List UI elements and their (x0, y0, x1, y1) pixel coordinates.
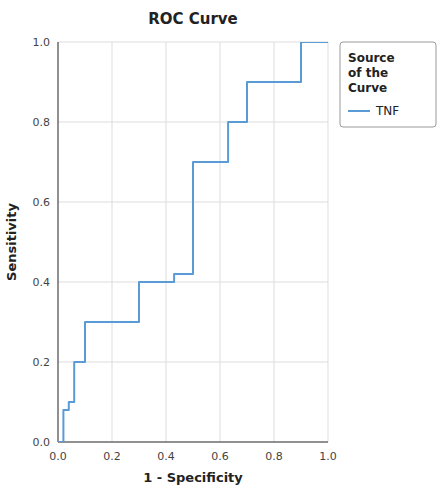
x-axis-line (58, 442, 328, 443)
y-tick-label: 0.8 (33, 116, 51, 129)
x-axis-label: 1 - Specificity (143, 470, 243, 485)
y-axis-label: Sensitivity (4, 203, 19, 281)
y-tick-label: 0.6 (33, 196, 51, 209)
x-tick-label: 0.0 (49, 450, 67, 463)
x-grid-line (166, 42, 167, 442)
roc-line (58, 42, 328, 442)
x-tick-label: 0.8 (265, 450, 283, 463)
legend-box (340, 42, 436, 127)
y-grid-line (58, 42, 328, 43)
y-grid-line (58, 362, 328, 363)
y-tick-label: 0.4 (33, 276, 51, 289)
y-grid-line (58, 282, 328, 283)
x-grid-line (220, 42, 221, 442)
grid (58, 42, 328, 442)
x-tick-label: 0.4 (157, 450, 175, 463)
x-grid-line (274, 42, 275, 442)
x-grid-line (328, 42, 329, 442)
chart-container: 0.0 0.2 0.4 0.6 0.8 1.0 0.0 0.2 0.4 0.6 0.8 1.0 ROC … (0, 0, 446, 500)
legend-title-line: Curve (348, 81, 387, 95)
tick-labels: 0.0 0.2 0.4 0.6 0.8 1.0 0.0 0.2 0.4 0.6 0.8 1.0 (33, 36, 337, 463)
chart-title: ROC Curve (148, 10, 238, 28)
y-grid-line (58, 122, 328, 123)
x-tick-label: 0.2 (103, 450, 121, 463)
chart-svg: 0.0 0.2 0.4 0.6 0.8 1.0 0.0 0.2 0.4 0.6 0.8 1.0 ROC … (0, 0, 446, 500)
legend: Sourceof theCurve TNF (340, 42, 436, 127)
y-axis-line (58, 42, 59, 442)
y-tick-label: 0.2 (33, 356, 51, 369)
background (0, 0, 446, 500)
x-tick-label: 0.6 (211, 450, 229, 463)
legend-swatch (348, 110, 370, 112)
y-tick-label: 1.0 (33, 36, 51, 49)
legend-title-line: of the (348, 66, 388, 80)
legend-title-line: Source (348, 51, 395, 65)
y-grid-line (58, 442, 328, 443)
x-grid-line (112, 42, 113, 442)
x-grid-line (58, 42, 59, 442)
legend-label: TNF (375, 104, 399, 118)
x-tick-label: 1.0 (319, 450, 337, 463)
legend-title: Sourceof theCurve (348, 51, 395, 95)
y-tick-label: 0.0 (33, 436, 51, 449)
plot-area (58, 42, 328, 442)
